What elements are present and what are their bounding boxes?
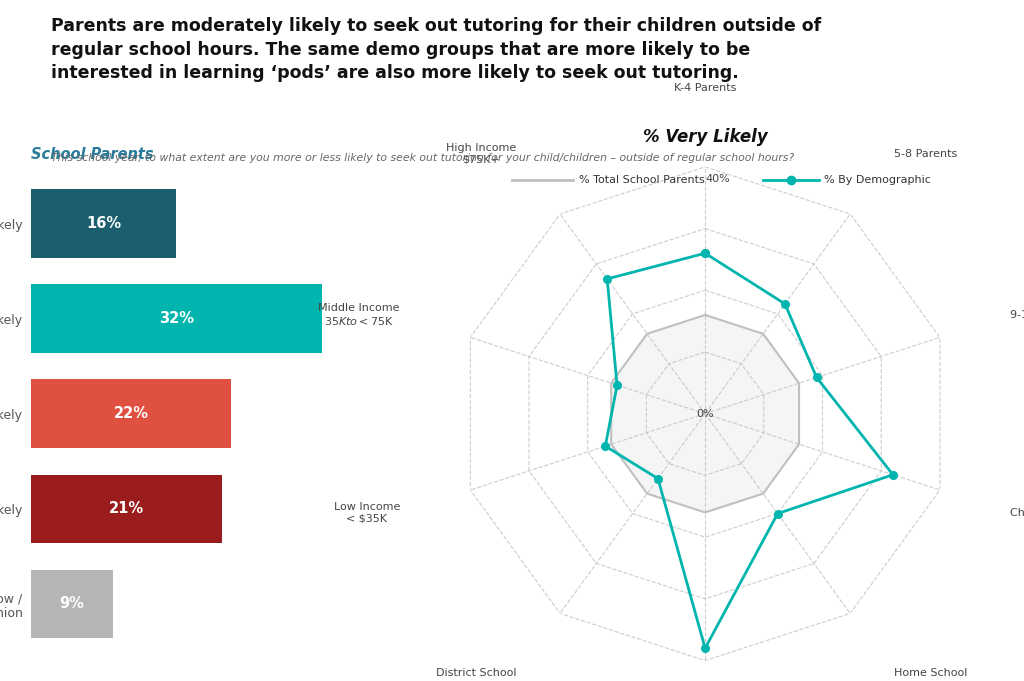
Text: Charter School: Charter School — [1011, 508, 1024, 518]
Text: % Total School Parents: % Total School Parents — [579, 176, 705, 185]
Text: 22%: 22% — [114, 406, 148, 422]
Text: Parents are moderately likely to seek out tutoring for their children outside of: Parents are moderately likely to seek ou… — [51, 17, 821, 82]
Text: 5-8 Parents: 5-8 Parents — [894, 149, 957, 159]
Bar — [31, 570, 113, 638]
Text: 0%: 0% — [696, 409, 714, 419]
Text: District School: District School — [436, 668, 516, 678]
Text: School Parents: School Parents — [31, 146, 154, 161]
Bar — [31, 285, 323, 353]
Text: This school year, to what extent are you more or less likely to seek out tutorin: This school year, to what extent are you… — [51, 153, 795, 163]
Text: 16%: 16% — [86, 216, 121, 231]
Text: K-4 Parents: K-4 Parents — [674, 83, 736, 93]
Text: Middle Income
$35K to < $75K: Middle Income $35K to < $75K — [318, 302, 400, 326]
Text: 9-12 Parents: 9-12 Parents — [1011, 310, 1024, 319]
Text: Low Income
< $35K: Low Income < $35K — [334, 502, 400, 524]
Text: 9%: 9% — [59, 597, 84, 612]
Text: 32%: 32% — [159, 311, 194, 326]
Bar — [31, 189, 176, 257]
Text: 21%: 21% — [109, 501, 144, 516]
Bar — [31, 475, 222, 543]
Bar — [31, 379, 231, 448]
Text: 40%: 40% — [706, 174, 730, 185]
Text: High Income
$75K+: High Income $75K+ — [446, 143, 516, 165]
Text: % By Demographic: % By Demographic — [824, 176, 931, 185]
Text: Home School: Home School — [894, 668, 967, 678]
Polygon shape — [611, 315, 799, 512]
Title: % Very Likely: % Very Likely — [643, 128, 768, 146]
